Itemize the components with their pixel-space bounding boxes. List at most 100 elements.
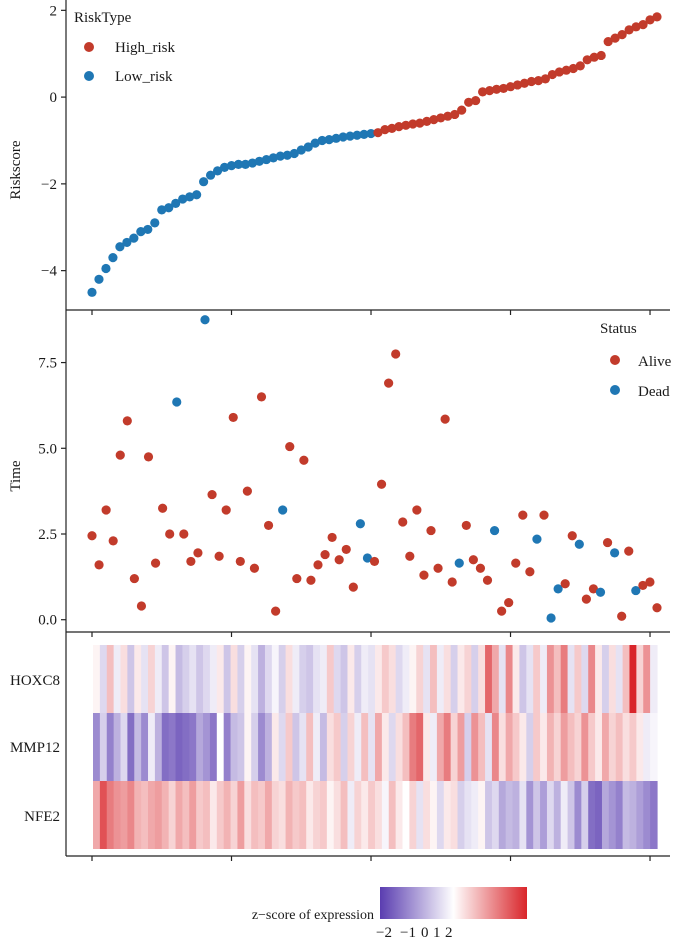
heatmap-cell [519, 781, 527, 849]
heatmap-cell [306, 781, 314, 849]
heatmap-cell [319, 645, 328, 713]
heatmap-cell [264, 713, 273, 781]
heatmap-cell [636, 645, 644, 713]
heatmap-cell [478, 713, 486, 781]
heatmap-cell [574, 781, 582, 849]
time-points [87, 315, 662, 623]
time-point [567, 531, 577, 541]
riskscore-point [254, 156, 265, 166]
heatmap-cell [368, 645, 376, 713]
heatmap-cell [443, 713, 452, 781]
riskscore-point [261, 154, 271, 165]
heatmap-cell [347, 713, 355, 781]
riskscore-point [394, 122, 404, 132]
heatmap-cell [271, 645, 280, 713]
heatmap-cell [436, 645, 445, 713]
heatmap-cell [395, 713, 404, 781]
heatmap-cell [93, 713, 101, 781]
time-point [179, 529, 189, 539]
riskscore-point [617, 30, 627, 40]
time-point [518, 510, 528, 520]
heatmap-cell [223, 713, 232, 781]
heatmap-cell [519, 645, 527, 713]
heatmap-cell [608, 713, 617, 781]
time-point [610, 548, 620, 558]
heatmap-cell [285, 781, 294, 849]
time-point [581, 594, 591, 604]
heatmap-cell [141, 645, 149, 713]
heatmap-cell [333, 645, 342, 713]
riskscore-point [240, 159, 251, 169]
heatmap-cell [540, 713, 548, 781]
heatmap-cell [251, 713, 259, 781]
time-point [461, 520, 471, 531]
heatmap-cell [203, 781, 211, 849]
time-x-ticks [91, 632, 651, 637]
heatmap-cell [120, 781, 128, 849]
heatmap-cell [423, 781, 431, 849]
heatmap-cell [643, 645, 651, 713]
heatmap-cell [540, 645, 548, 713]
heatmap-cell [622, 781, 631, 849]
riskscore-point [380, 125, 390, 135]
riskscore-point [233, 159, 244, 169]
risktype-legend: RiskType High_risk Low_risk [74, 10, 176, 85]
heatmap-cell [271, 713, 280, 781]
time-point [553, 584, 563, 594]
riskscore-point [498, 83, 509, 94]
riskscore-point [199, 177, 209, 187]
heatmap-row-label-mmp12: MMP12 [10, 740, 60, 756]
heatmap-cell [567, 645, 576, 713]
time-point [624, 546, 634, 556]
heatmap-cell [574, 713, 582, 781]
heatmap-cell [553, 781, 562, 849]
heatmap-cell [168, 645, 177, 713]
heatmap-cell [223, 781, 232, 849]
time-point [405, 551, 415, 561]
heatmap-cell [299, 713, 307, 781]
heatmap-cell [478, 781, 486, 849]
color-legend-tick-label: 1 [433, 925, 441, 940]
heatmap-cell [409, 645, 417, 713]
time-point [539, 510, 549, 520]
riskscore-point [359, 129, 369, 140]
time-point [362, 553, 373, 563]
heatmap-cell [127, 645, 135, 713]
legend-high-risk-marker [84, 42, 94, 52]
heatmap-cell [99, 645, 108, 713]
heatmap-cell [299, 645, 307, 713]
heatmap-cell [553, 645, 562, 713]
time-point [440, 414, 450, 424]
riskscore-point [429, 115, 439, 125]
heatmap-cell [141, 781, 149, 849]
heatmap-cell [106, 713, 115, 781]
heatmap-cell [120, 645, 128, 713]
heatmap-cell [340, 645, 349, 713]
heatmap-cell [629, 781, 637, 849]
heatmap-row-label-nfe2: NFE2 [24, 809, 60, 825]
heatmap-cell [485, 645, 493, 713]
heatmap-cell [560, 781, 569, 849]
heatmap-cell [588, 713, 596, 781]
heatmap-cell [402, 645, 410, 713]
riskscore-point [645, 15, 655, 25]
heatmap-cell [223, 645, 232, 713]
time-panel: 0.0 2.5 5.0 7.5 Time Status Alive Dead [8, 309, 672, 632]
heatmap-cell [574, 645, 582, 713]
heatmap-cell [519, 713, 527, 781]
riskscore-point [303, 142, 313, 152]
heatmap-cell [560, 645, 569, 713]
heatmap-cell [113, 645, 122, 713]
color-legend-ticks: −2 −1 0 1 2 [376, 925, 453, 940]
riskscore-point [610, 33, 620, 43]
riskscore-point [436, 113, 446, 123]
heatmap-cell [498, 781, 507, 849]
heatmap-cell [443, 781, 452, 849]
riskscore-point [192, 190, 202, 200]
heatmap-cell [450, 781, 459, 849]
time-point [207, 489, 217, 500]
heatmap-cell [189, 781, 197, 849]
time-point [482, 575, 493, 585]
time-point [228, 412, 238, 423]
